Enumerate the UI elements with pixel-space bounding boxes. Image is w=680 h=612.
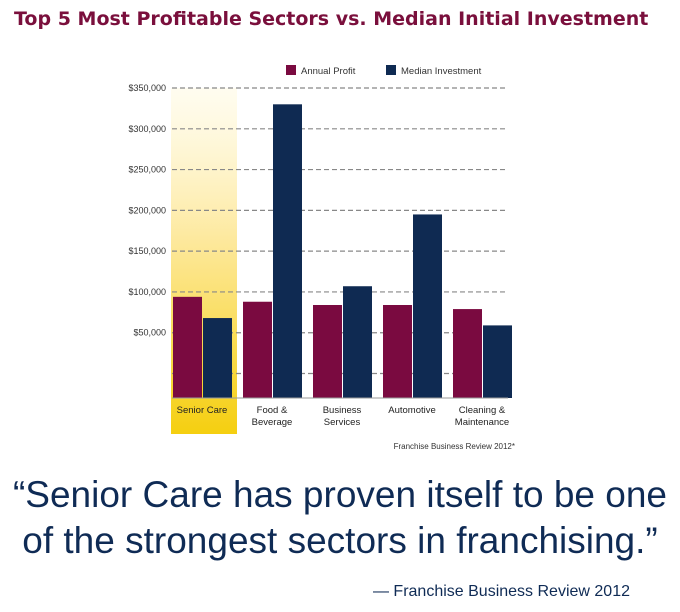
- quote-attribution: — Franchise Business Review 2012: [372, 583, 630, 600]
- bar-annual-profit: [243, 301, 272, 398]
- bar-annual-profit: [173, 296, 202, 398]
- bar-median-investment: [413, 214, 442, 398]
- chart-title: Top 5 Most Profitable Sectors vs. Median…: [14, 8, 649, 30]
- y-tick-label: $50,000: [133, 328, 166, 338]
- bar-median-investment: [203, 318, 232, 398]
- legend-label: Annual Profit: [301, 66, 356, 77]
- y-tick-label: $100,000: [128, 287, 166, 297]
- chart-legend: Annual Profit Median Investment: [286, 65, 482, 77]
- legend-swatch: [286, 65, 296, 75]
- y-tick-label: $300,000: [128, 124, 166, 134]
- bar-annual-profit: [383, 305, 412, 398]
- bar-median-investment: [273, 104, 302, 398]
- x-tick-label: Food & Beverage: [252, 405, 293, 428]
- bar-annual-profit: [453, 309, 482, 398]
- y-tick-label: $200,000: [128, 205, 166, 215]
- quote: “Senior Care has proven itself to be one…: [0, 472, 680, 564]
- x-tick-label: Business Services: [323, 405, 362, 428]
- quote-line-2: of the strongest sectors in franchising.…: [22, 520, 658, 561]
- bar-median-investment: [343, 286, 372, 398]
- x-tick-label: Senior Care: [177, 405, 228, 416]
- y-tick-label: $350,000: [128, 83, 166, 93]
- legend-swatch: [386, 65, 396, 75]
- source-label: Franchise Business Review 2012*: [394, 442, 515, 451]
- legend-label: Median Investment: [401, 66, 482, 77]
- x-tick-label: Cleaning & Maintenance: [455, 405, 509, 428]
- x-tick-label: Automotive: [388, 405, 436, 416]
- bar-median-investment: [483, 325, 512, 398]
- y-tick-label: $250,000: [128, 165, 166, 175]
- quote-line-1: “Senior Care has proven itself to be one: [12, 474, 668, 515]
- y-tick-label: $150,000: [128, 246, 166, 256]
- bar-chart: Annual Profit Median Investment $50,000 $1…: [128, 65, 515, 451]
- bar-annual-profit: [313, 305, 342, 398]
